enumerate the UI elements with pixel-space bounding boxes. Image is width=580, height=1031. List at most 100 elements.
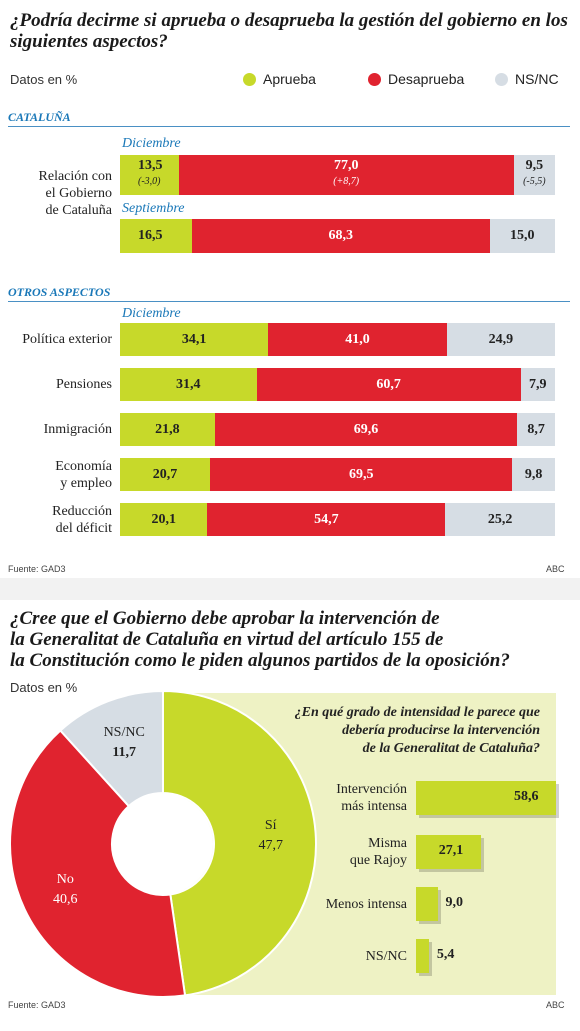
subquestion-bar	[416, 781, 556, 815]
bar-change-label: (+8,7)	[333, 176, 360, 187]
donut-slice-value: 47,7	[258, 838, 283, 854]
row-label-line: de Cataluña	[45, 203, 112, 218]
subquestion-category-line: NS/NC	[365, 948, 407, 964]
bar-value-label: 69,5	[348, 466, 374, 482]
bar-value-label: 16,5	[138, 228, 163, 243]
bar-segment-aprueba: 20,7	[120, 458, 211, 491]
legend-nsnc: NS/NC	[495, 71, 559, 87]
subquestion-title-line: debería producirse la intervención	[342, 723, 540, 738]
subquestion-bar-value: 9,0	[445, 895, 464, 910]
bar-change-label: (-5,5)	[523, 176, 546, 187]
donut-slice-label: No 40,6	[25, 870, 105, 910]
bar-segment-desaprueba: 69,5	[210, 458, 513, 491]
subquestion-category-line: Menos intensa	[325, 896, 407, 912]
subquestion-title-line: ¿En qué grado de intensidad le parece qu…	[294, 705, 540, 720]
subquestion-category-line: Intervención	[336, 782, 407, 797]
subquestion-bar-value: 58,6	[514, 789, 539, 804]
bar-segment-aprueba: 21,8	[120, 413, 215, 446]
subquestion-category-label: Menos intensa	[307, 896, 407, 913]
legend-desaprueba: Desaprueba	[368, 71, 464, 87]
subquestion-category-label: Intervención más intensa	[307, 781, 407, 815]
bar-value-label: 13,5	[138, 158, 163, 173]
chart-divider	[0, 578, 580, 600]
subquestion-bar	[416, 887, 438, 921]
bar-value-label: 8,7	[527, 421, 545, 437]
subquestion-title: ¿En qué grado de intensidad le parece qu…	[250, 704, 540, 758]
subquestion-bar-value: 27,1	[438, 843, 464, 858]
bar-segment-desaprueba: 77,0 (+8,7)	[178, 155, 514, 195]
bar-segment-nsnc: 24,9	[446, 323, 555, 356]
row-label: Economía y empleo	[8, 458, 112, 492]
bar-segment-desaprueba: 69,6	[214, 413, 518, 446]
legend-desaprueba-label: Desaprueba	[388, 71, 465, 87]
bar-value-label: 69,6	[353, 421, 379, 437]
donut-slice-label: Sí 47,7	[231, 816, 311, 856]
subquestion-category-line: más intensa	[341, 799, 407, 814]
bar-value-label: 21,8	[155, 421, 180, 437]
bar-segment-nsnc: 15,0	[489, 219, 555, 253]
bar-segment-nsnc: 25,2	[445, 503, 555, 536]
stacked-bar: 34,1 41,0 24,9	[120, 323, 555, 356]
stacked-bar: 20,7 69,5 9,8	[120, 458, 555, 491]
legend-nsnc-swatch	[495, 72, 508, 86]
bar-value-label: 77,0	[333, 158, 359, 173]
donut-slice-name: Sí	[264, 818, 277, 834]
row-label-line: del déficit	[55, 520, 112, 536]
subquestion-category-label: Misma que Rajoy	[307, 835, 407, 869]
row-label-line: Política exterior	[22, 332, 112, 347]
bar-segment-desaprueba: 68,3	[191, 219, 490, 253]
chart2-title-line: la Generalitat de Cataluña en virtud del…	[10, 629, 444, 650]
bar-relacion-septiembre: 16,5 68,3 15,0	[120, 219, 555, 253]
row-label: Política exterior	[8, 331, 112, 348]
row-label-line: Economía	[55, 458, 112, 474]
subquestion-category-line: Misma	[368, 836, 407, 851]
bar-value-label: 24,9	[488, 331, 514, 347]
stacked-bar: 21,8 69,6 8,7	[120, 413, 555, 446]
chart1-credit: ABC	[546, 564, 565, 574]
bar-value-label: 54,7	[314, 511, 339, 527]
bar-value-label: 41,0	[345, 331, 370, 347]
donut-slice-label: NS/NC 11,7	[84, 723, 164, 763]
subquestion-category-line: que Rajoy	[349, 853, 407, 868]
bar-segment-aprueba: 31,4	[120, 368, 257, 401]
legend-nsnc-label: NS/NC	[515, 71, 559, 87]
bar-segment-nsnc: 9,8	[512, 458, 555, 491]
subquestion-bar	[416, 939, 429, 973]
bar-segment-desaprueba: 60,7	[256, 368, 521, 401]
chart1-units-note: Datos en %	[10, 72, 78, 87]
bar-value-label: 34,1	[181, 331, 207, 347]
row-label: Inmigración	[8, 421, 112, 438]
bar-segment-nsnc: 7,9	[520, 368, 555, 401]
row-label-relacion: Relación con el Gobierno de Cataluña	[8, 168, 112, 219]
chart1-source: Fuente: GAD3	[8, 564, 66, 574]
row-label-line: Pensiones	[56, 377, 112, 392]
chart2-title-line: la Constitución como le piden algunos pa…	[10, 650, 510, 671]
row-label: Reducción del déficit	[8, 503, 112, 537]
chart2-title: ¿Cree que el Gobierno debe aprobar la in…	[10, 608, 570, 671]
chart2-title-line: ¿Cree que el Gobierno debe aprobar la in…	[10, 608, 440, 629]
chart2-credit: ABC	[546, 1000, 565, 1010]
bar-segment-desaprueba: 41,0	[268, 323, 447, 356]
subquestion-title-line: de la Generalitat de Cataluña?	[362, 741, 540, 756]
bar-value-label: 31,4	[176, 376, 201, 392]
bar-value-label: 9,8	[524, 466, 543, 482]
legend-aprueba-label: Aprueba	[263, 71, 316, 87]
donut-slice-value: 11,7	[112, 745, 137, 761]
subquestion-bar	[416, 835, 481, 869]
chart1-title: ¿Podría decirme si aprueba o desaprueba …	[10, 10, 568, 52]
row-label-line: y empleo	[60, 475, 112, 491]
section-cataluna-rule	[8, 126, 570, 127]
bar-value-label: 7,9	[529, 376, 547, 392]
bar-change-label: (-3,0)	[138, 176, 161, 187]
bar-segment-desaprueba: 54,7	[207, 503, 446, 536]
bar-segment-aprueba: 20,1	[120, 503, 208, 536]
bar-segment-nsnc: 8,7	[517, 413, 555, 446]
bar-relacion-diciembre: 13,5 (-3,0) 77,0 (+8,7) 9,5 (-5,5)	[120, 155, 555, 195]
bar-value-label: 60,7	[376, 376, 401, 392]
legend-desaprueba-swatch	[368, 72, 381, 86]
stacked-bar: 20,1 54,7 25,2	[120, 503, 555, 536]
row-label-line: Relación con	[38, 169, 112, 184]
chart2-units-note: Datos en %	[10, 680, 78, 695]
bar-value-label: 68,3	[328, 228, 354, 243]
period-septiembre-cataluna: Septiembre	[122, 201, 185, 216]
